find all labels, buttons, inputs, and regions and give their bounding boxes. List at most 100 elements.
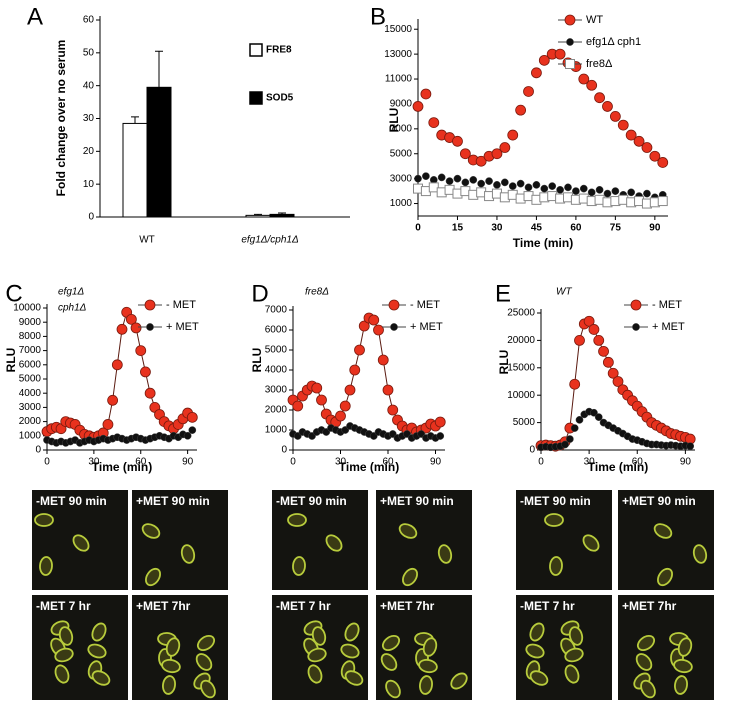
y-tick-label: 13000: [384, 49, 412, 60]
data-point: [445, 177, 454, 185]
y-tick-label: 5000: [19, 374, 42, 385]
legend-swatch: [249, 43, 263, 57]
cell: [635, 653, 653, 671]
x-axis-label: Time (min): [513, 236, 573, 250]
data-point: [477, 179, 486, 188]
legend-label: - MET: [652, 299, 682, 311]
legend-label: - MET: [410, 299, 440, 311]
x-tick-label: 0: [538, 457, 544, 468]
cell: [674, 675, 688, 695]
cell: [529, 670, 549, 686]
y-tick-label: 0: [35, 445, 41, 456]
data-point: [469, 176, 478, 184]
cell: [54, 664, 70, 684]
x-tick-label: 75: [610, 223, 622, 234]
y-tick-label: 1000: [265, 425, 288, 436]
micrograph-label: +MET 90 min: [380, 494, 454, 508]
cell: [564, 664, 580, 684]
data-point: [594, 92, 605, 104]
micrograph-background: [272, 490, 368, 590]
data-point: [556, 186, 564, 194]
y-tick-label: 0: [529, 445, 535, 456]
cell: [568, 626, 584, 646]
micrograph: +MET 90 min: [618, 490, 714, 590]
data-point: [420, 88, 432, 100]
series-line: [292, 317, 441, 433]
y-tick-label: 1000: [19, 430, 42, 441]
data-point: [595, 186, 604, 194]
data-point: [452, 135, 463, 147]
y-tick-label: 60: [83, 15, 95, 26]
legend-label: FRE8: [266, 45, 292, 56]
y-axis-label: RLU: [4, 348, 18, 373]
data-point: [540, 184, 549, 193]
data-point: [140, 366, 151, 378]
y-tick-label: 10000: [507, 390, 535, 401]
micrograph-label: -MET 90 min: [36, 494, 107, 508]
x-tick-label: 90: [182, 457, 194, 468]
data-point: [311, 382, 323, 394]
cell: [653, 523, 673, 539]
data-point: [611, 187, 620, 195]
cell: [549, 556, 563, 576]
legend-label: WT: [586, 14, 603, 26]
y-tick-label: 3000: [390, 173, 413, 184]
data-point: [491, 148, 503, 160]
cell: [340, 643, 360, 659]
data-point: [586, 79, 598, 91]
cell: [307, 664, 323, 684]
micrograph-label: -MET 7 hr: [276, 599, 331, 613]
y-tick-label: 6000: [19, 359, 42, 370]
data-point: [603, 189, 612, 198]
x-tick-label: 45: [531, 223, 543, 234]
x-tick-label: 0: [415, 223, 421, 234]
data-point: [344, 384, 356, 396]
y-tick-label: 4000: [265, 365, 288, 376]
y-tick-label: 9000: [19, 317, 42, 328]
legend-label: SOD5: [266, 93, 294, 104]
series: [43, 426, 197, 447]
cell: [91, 622, 107, 642]
data-point: [414, 174, 422, 183]
data-point: [609, 110, 621, 122]
data-point: [102, 419, 114, 430]
cell: [437, 544, 453, 564]
x-tick-label: 90: [680, 457, 692, 468]
data-point: [588, 324, 600, 335]
x-axis-label: Time (min): [588, 460, 648, 474]
legend-label: fre8Δ: [586, 58, 613, 70]
y-tick-label: 10: [83, 179, 95, 190]
panel-letter: B: [370, 3, 386, 30]
x-tick-label: 30: [584, 457, 596, 468]
cell: [91, 670, 111, 686]
data-point: [617, 119, 629, 131]
micrograph: -MET 90 min: [272, 490, 368, 590]
x-tick-label: 60: [135, 457, 147, 468]
micrograph: +MET 7hr: [376, 595, 472, 700]
data-point: [579, 184, 588, 193]
y-tick-label: 25000: [507, 308, 535, 319]
data-point: [453, 174, 462, 183]
y-tick-label: 3000: [19, 402, 42, 413]
data-point: [657, 157, 669, 168]
data-point: [422, 172, 430, 181]
cell: [72, 534, 90, 552]
y-tick-label: 20000: [507, 335, 535, 346]
y-tick-label: 30: [83, 113, 95, 124]
cell: [381, 634, 401, 652]
x-tick-label: 90: [430, 457, 442, 468]
cell: [141, 523, 161, 539]
data-point: [531, 67, 542, 79]
micrograph-label: +MET 7hr: [136, 599, 191, 613]
data-point: [349, 364, 361, 376]
cell: [636, 634, 656, 652]
cell: [145, 567, 161, 587]
data-point: [508, 182, 517, 190]
data-point: [499, 142, 511, 153]
y-tick-label: 15000: [384, 24, 412, 35]
data-point: [627, 188, 636, 197]
cell: [200, 679, 216, 699]
data-point: [107, 394, 119, 406]
micrograph-label: +MET 90 min: [622, 494, 696, 508]
